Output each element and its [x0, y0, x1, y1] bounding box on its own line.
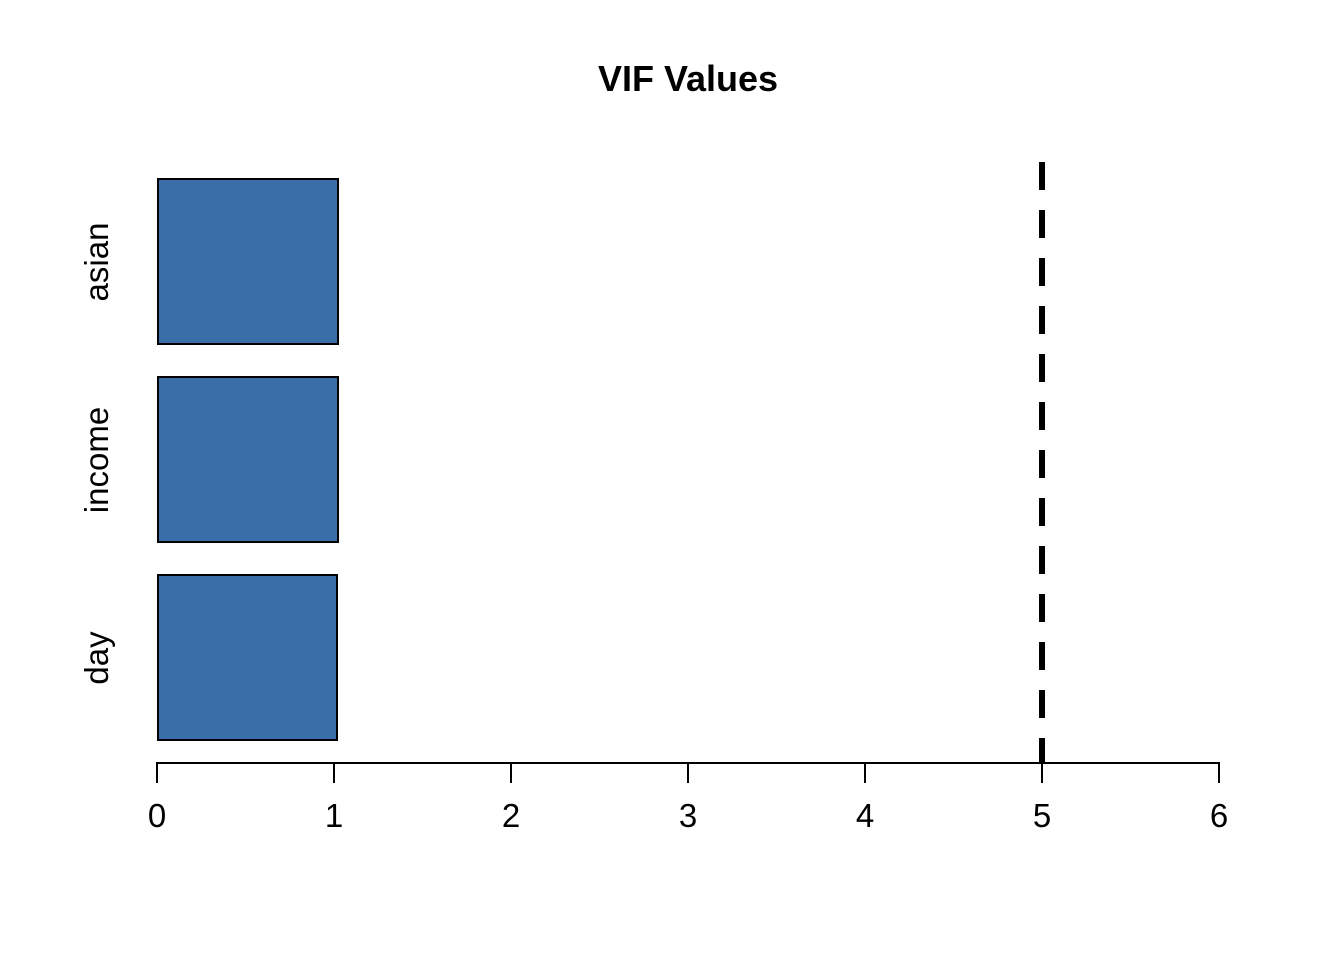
chart-title: VIF Values	[597, 58, 779, 99]
x-axis-tick-label-6: 6	[1209, 797, 1229, 834]
bar-day	[157, 574, 338, 741]
x-axis-tick-1	[333, 763, 335, 783]
x-axis-tick-4	[864, 763, 866, 783]
y-axis-label-income: income	[78, 406, 115, 513]
x-axis-tick-2	[510, 763, 512, 783]
x-axis-tick-6	[1218, 763, 1220, 783]
x-axis-tick-5	[1041, 763, 1043, 783]
x-axis-tick-label-0: 0	[147, 797, 167, 834]
bar-income	[157, 376, 339, 543]
y-axis-label-asian: asian	[78, 222, 115, 301]
bar-asian	[157, 178, 339, 345]
x-axis-tick-label-1: 1	[324, 797, 344, 834]
x-axis-tick-label-4: 4	[855, 797, 875, 834]
x-axis-tick-3	[687, 763, 689, 783]
y-axis-label-day: day	[78, 630, 115, 685]
x-axis-tick-label-5: 5	[1032, 797, 1052, 834]
x-axis-tick-0	[156, 763, 158, 783]
x-axis-tick-label-2: 2	[501, 797, 521, 834]
threshold-dashed-line	[1039, 162, 1045, 763]
x-axis-tick-label-3: 3	[678, 797, 698, 834]
